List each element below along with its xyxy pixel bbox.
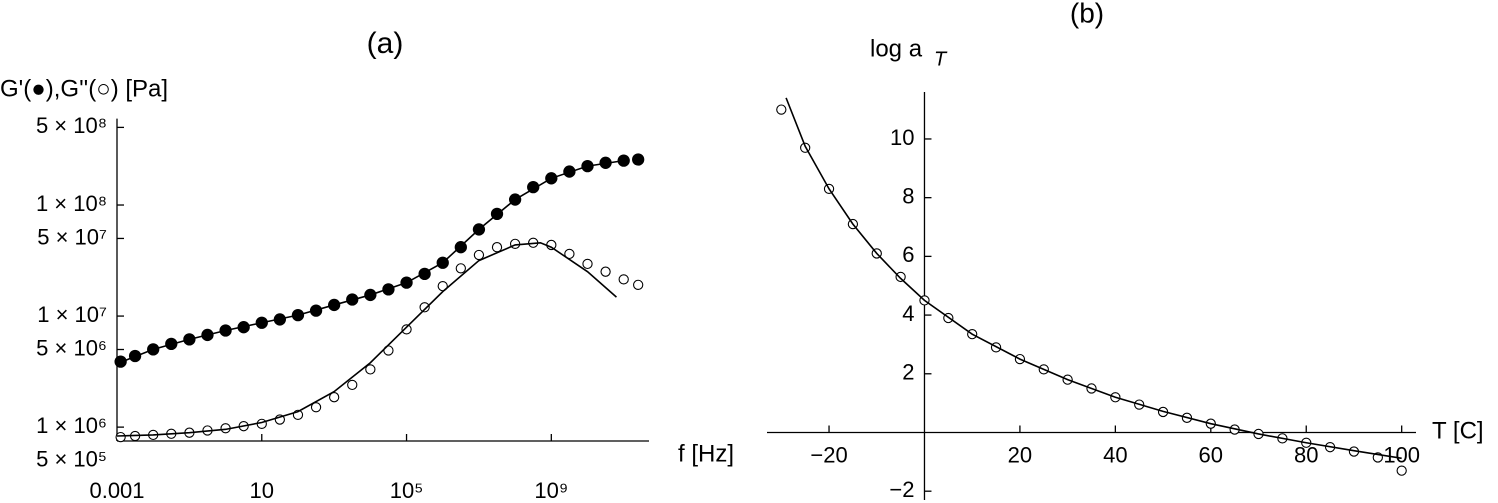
open-point — [895, 271, 906, 283]
chart-title: (a) — [367, 27, 404, 60]
x-tick-label: 0.001 — [89, 478, 144, 503]
y-tick-label: 2 — [902, 360, 914, 385]
open-point — [1396, 465, 1407, 476]
open-point — [582, 258, 593, 270]
x-tick-label: 60 — [1199, 442, 1223, 467]
chart-title: (b) — [1070, 0, 1104, 28]
open-point — [455, 263, 466, 274]
open-point — [491, 242, 503, 253]
fit-line — [116, 241, 617, 437]
y-tick-label: 8 — [902, 183, 914, 208]
y-tick-label: 4 — [902, 301, 914, 326]
y-axis-label: G'(●),G''(○) [Pa] — [0, 75, 168, 102]
x-tick-label: 20 — [1008, 442, 1032, 467]
open-point — [329, 392, 340, 403]
y-tick-label: 1 × 10⁸ — [36, 191, 107, 216]
open-point — [633, 279, 644, 291]
y-tick-label: 10 — [890, 125, 914, 150]
x-axis-label: f [Hz] — [678, 440, 734, 467]
x-tick-label: 10⁹ — [534, 478, 568, 503]
y-tick-label: 5 × 10⁵ — [36, 446, 107, 471]
y-tick-label: −2 — [889, 477, 914, 502]
open-point — [600, 266, 611, 277]
filled-point — [632, 153, 645, 166]
x-axis-label: T [C] — [1432, 417, 1484, 444]
open-point — [401, 324, 412, 335]
fit-line — [116, 159, 624, 365]
y-tick-label: 5 × 10⁷ — [37, 224, 107, 249]
open-point — [365, 364, 376, 375]
y-tick-label: 5 × 10⁸ — [36, 113, 107, 138]
x-tick-label: 10⁵ — [390, 478, 424, 503]
x-tick-label: 40 — [1103, 442, 1127, 467]
y-axis-label-subscript: T — [934, 48, 948, 70]
open-point — [776, 104, 787, 115]
y-tick-label: 1 × 10⁷ — [37, 302, 107, 327]
y-axis-label: log a — [870, 35, 923, 62]
x-tick-label: −20 — [810, 442, 847, 467]
open-point — [115, 431, 126, 443]
open-point — [310, 402, 322, 413]
filled-point — [617, 154, 630, 167]
open-point — [347, 379, 358, 391]
fit-line — [785, 97, 1402, 460]
y-tick-label: 6 — [902, 242, 914, 267]
x-tick-label: 100 — [1383, 442, 1420, 467]
y-tick-label: 1 × 10⁶ — [36, 413, 107, 438]
y-tick-label: 5 × 10⁶ — [36, 335, 107, 360]
open-point — [473, 249, 485, 261]
x-tick-label: 10 — [250, 478, 274, 503]
open-point — [419, 302, 430, 313]
open-point — [618, 274, 629, 285]
